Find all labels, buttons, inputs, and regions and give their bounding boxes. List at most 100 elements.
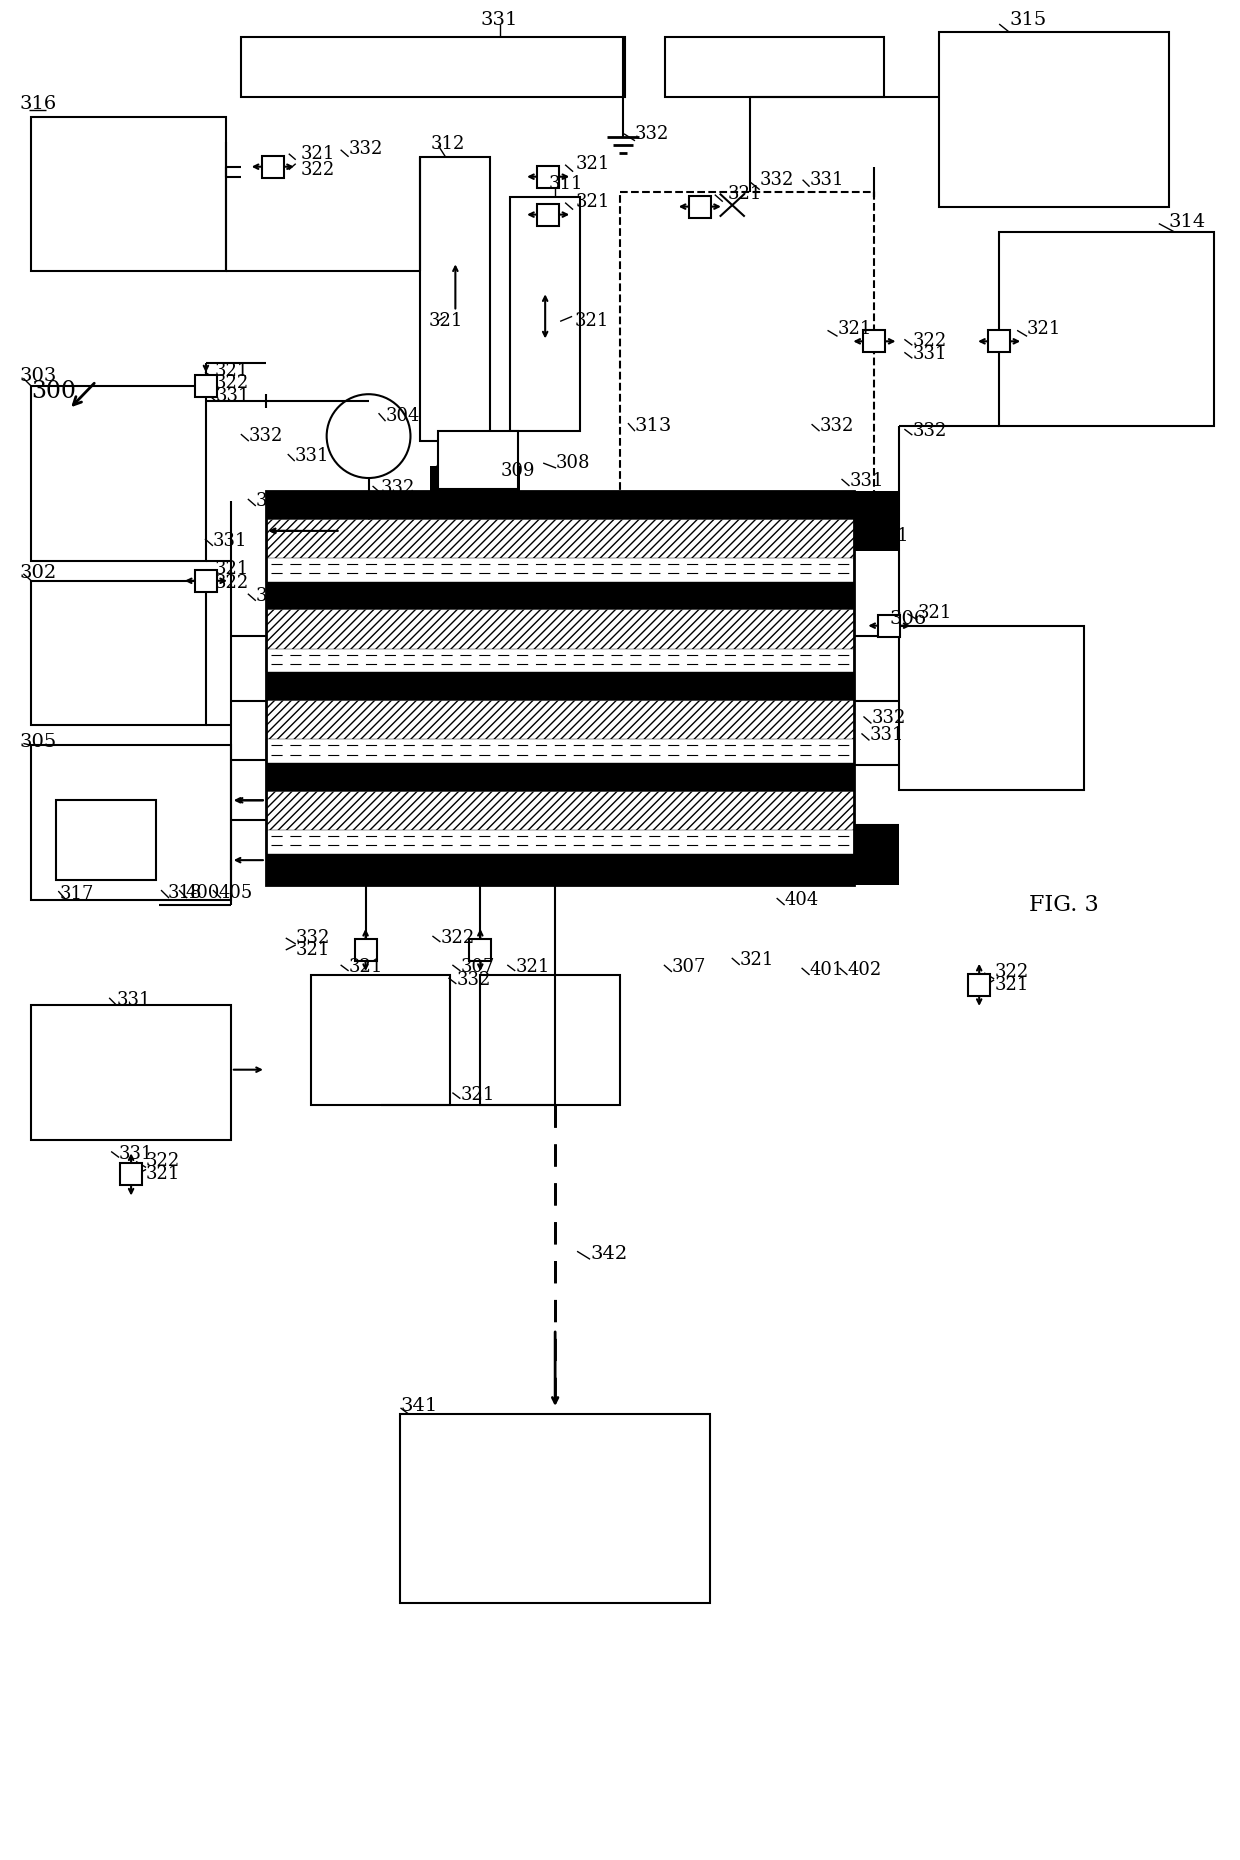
Bar bbox=[899, 625, 1084, 790]
Bar bbox=[689, 195, 711, 218]
Bar bbox=[265, 671, 854, 699]
Text: 322: 322 bbox=[440, 928, 475, 947]
Text: 331: 331 bbox=[480, 11, 517, 30]
Bar bbox=[510, 197, 580, 432]
Text: 331: 331 bbox=[216, 387, 250, 405]
Text: 311: 311 bbox=[548, 175, 583, 193]
Text: 321: 321 bbox=[429, 312, 463, 331]
Text: 322: 322 bbox=[215, 573, 249, 591]
Text: 322: 322 bbox=[215, 374, 249, 392]
Text: 321: 321 bbox=[215, 560, 249, 578]
Bar bbox=[939, 32, 1169, 206]
Bar bbox=[355, 939, 377, 962]
Bar bbox=[265, 519, 854, 558]
Bar bbox=[439, 432, 518, 489]
Text: 321: 321 bbox=[994, 976, 1028, 993]
Text: 332: 332 bbox=[456, 971, 491, 990]
Text: 321: 321 bbox=[575, 312, 610, 331]
Bar bbox=[999, 231, 1214, 426]
Text: 321: 321 bbox=[146, 1166, 181, 1183]
Bar bbox=[265, 699, 854, 738]
Text: 315: 315 bbox=[1009, 11, 1047, 30]
Bar bbox=[795, 857, 854, 885]
Bar bbox=[31, 580, 206, 725]
Text: 321: 321 bbox=[577, 193, 610, 210]
Text: 321: 321 bbox=[516, 958, 549, 976]
Bar bbox=[469, 939, 491, 962]
Text: 313: 313 bbox=[635, 417, 672, 435]
Text: 332: 332 bbox=[249, 428, 283, 445]
Text: 321: 321 bbox=[918, 604, 952, 621]
Text: 308: 308 bbox=[556, 454, 590, 472]
Text: 321: 321 bbox=[460, 1086, 495, 1103]
Text: 331: 331 bbox=[117, 991, 150, 1008]
Text: 331: 331 bbox=[913, 346, 947, 363]
Bar bbox=[537, 203, 559, 225]
Text: 401: 401 bbox=[810, 962, 844, 978]
Text: 332: 332 bbox=[760, 171, 794, 188]
Text: 321: 321 bbox=[1027, 320, 1061, 339]
Bar bbox=[854, 826, 899, 885]
Text: 331: 331 bbox=[849, 472, 884, 489]
Text: 406: 406 bbox=[398, 495, 433, 512]
Text: 332: 332 bbox=[381, 480, 415, 497]
Bar bbox=[311, 975, 450, 1105]
Bar bbox=[863, 331, 885, 352]
Text: 312: 312 bbox=[430, 134, 465, 153]
Text: 331: 331 bbox=[295, 446, 330, 465]
Text: 400: 400 bbox=[186, 884, 221, 902]
Text: 331: 331 bbox=[119, 1146, 154, 1164]
Text: 331: 331 bbox=[869, 727, 904, 744]
Text: 305: 305 bbox=[20, 733, 57, 751]
Text: 321: 321 bbox=[577, 154, 610, 173]
Text: 322: 322 bbox=[913, 333, 946, 350]
Text: 331: 331 bbox=[874, 526, 909, 545]
Text: 332: 332 bbox=[913, 422, 946, 441]
Bar bbox=[265, 830, 854, 854]
Bar bbox=[665, 37, 884, 97]
Text: 304: 304 bbox=[386, 407, 420, 426]
Bar bbox=[31, 1004, 231, 1140]
Text: 404: 404 bbox=[785, 891, 818, 910]
Bar bbox=[31, 117, 226, 272]
Text: 331: 331 bbox=[213, 532, 248, 551]
Bar bbox=[878, 614, 900, 636]
Text: 322: 322 bbox=[146, 1153, 180, 1170]
Text: 302: 302 bbox=[20, 564, 57, 582]
Bar bbox=[968, 975, 991, 995]
Text: FIG. 3: FIG. 3 bbox=[1029, 895, 1099, 917]
Text: 317: 317 bbox=[60, 885, 94, 904]
Text: 332: 332 bbox=[255, 491, 290, 510]
Bar bbox=[265, 854, 854, 885]
Bar bbox=[265, 790, 854, 830]
Text: 405: 405 bbox=[219, 884, 253, 902]
Bar bbox=[241, 37, 625, 97]
Bar bbox=[265, 491, 854, 519]
Text: 307: 307 bbox=[672, 958, 707, 976]
Text: 321: 321 bbox=[295, 941, 330, 960]
Bar bbox=[988, 331, 1011, 352]
Text: 306: 306 bbox=[889, 610, 926, 627]
Text: 332: 332 bbox=[348, 140, 383, 158]
Text: 321: 321 bbox=[215, 363, 249, 379]
Text: 300: 300 bbox=[31, 379, 77, 404]
Bar bbox=[401, 1414, 709, 1603]
Text: 321: 321 bbox=[348, 958, 383, 976]
Bar bbox=[854, 491, 899, 551]
Text: 321: 321 bbox=[728, 184, 763, 203]
Text: 332: 332 bbox=[820, 417, 854, 435]
Text: 322: 322 bbox=[994, 963, 1028, 980]
Text: 314: 314 bbox=[1169, 212, 1207, 231]
Text: 321: 321 bbox=[837, 320, 872, 339]
Bar bbox=[31, 746, 231, 900]
Text: 307: 307 bbox=[460, 958, 495, 976]
Text: 332: 332 bbox=[295, 928, 330, 947]
Text: 307: 307 bbox=[443, 495, 476, 512]
Text: 318: 318 bbox=[167, 884, 202, 902]
Text: 332: 332 bbox=[635, 125, 670, 143]
Bar bbox=[265, 558, 854, 582]
Text: 332: 332 bbox=[872, 709, 905, 727]
Bar bbox=[265, 582, 854, 610]
Text: 321: 321 bbox=[301, 145, 335, 162]
Text: 322: 322 bbox=[301, 160, 335, 179]
